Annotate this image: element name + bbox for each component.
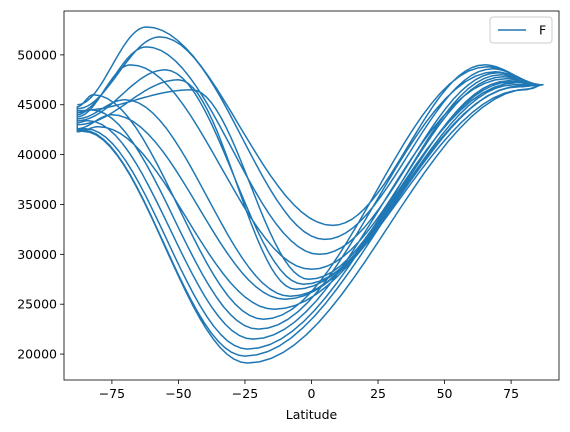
x-tick-label: −75 [99,386,125,401]
y-tick-label: 25000 [17,297,57,312]
y-tick-label: 35000 [17,197,57,212]
y-tick-label: 30000 [17,247,57,262]
x-axis: −75 −50 −25 0 25 50 75 [99,380,519,401]
y-axis: 20000 25000 30000 35000 40000 45000 50000 [17,47,64,362]
y-tick-label: 20000 [17,347,57,362]
y-tick-label: 50000 [17,47,57,62]
x-tick-label: 25 [370,386,386,401]
x-tick-label: −25 [232,386,258,401]
legend: F [489,16,553,44]
x-tick-label: −50 [165,386,191,401]
legend-label: F [539,23,546,38]
y-tick-label: 40000 [17,147,57,162]
x-axis-label: Latitude [286,407,338,422]
x-tick-label: 0 [308,386,316,401]
series-line-f [76,26,544,364]
x-tick-label: 75 [503,386,519,401]
y-tick-label: 45000 [17,97,57,112]
plot-area [76,26,544,364]
x-tick-label: 50 [437,386,453,401]
